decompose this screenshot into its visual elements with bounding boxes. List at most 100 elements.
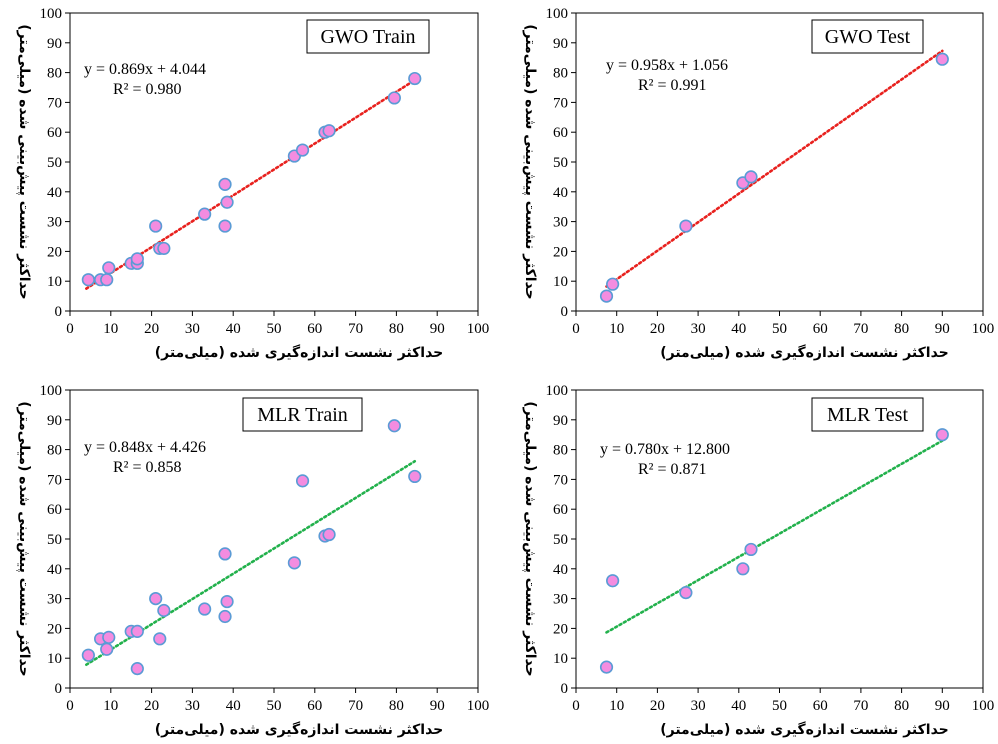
y-tick-label: 60 [47, 502, 62, 518]
x-tick-label: 70 [348, 321, 363, 337]
x-tick-label: 40 [731, 698, 746, 714]
data-point [935, 52, 949, 66]
y-tick-label: 0 [561, 304, 569, 320]
x-tick-label: 10 [609, 698, 624, 714]
trend-equation: y = 0.869x + 4.044 [84, 61, 206, 78]
chart-panel-4: 0 10 20 30 40 50 60 70 80 90 100 0 10 20 30 40 50 60 70 80 9… [522, 383, 994, 738]
data-point [744, 170, 758, 184]
y-tick-label: 40 [553, 562, 568, 578]
x-tick-label: 80 [894, 321, 909, 337]
data-point [81, 273, 95, 287]
x-tick-label: 30 [691, 698, 706, 714]
chart-panel-2: 0 10 20 30 40 50 60 70 80 90 100 0 10 20 30 40 50 60 70 80 9… [522, 6, 994, 361]
data-point [149, 591, 163, 606]
y-tick-label: 50 [47, 155, 62, 171]
y-tick-label: 30 [47, 215, 62, 231]
y-tick-label: 80 [553, 443, 568, 459]
x-axis-label: حداکثر نشست اندازه‌گیری شده (میلی‌متر) [155, 344, 444, 361]
x-tick-label: 100 [972, 698, 995, 714]
title-box [242, 397, 363, 432]
y-tick-label: 30 [553, 215, 568, 231]
x-tick-label: 20 [650, 321, 665, 337]
data-point [157, 603, 171, 618]
y-tick-label: 50 [553, 155, 568, 171]
x-tick-label: 90 [430, 321, 445, 337]
x-tick-label: 100 [972, 321, 995, 337]
x-tick-label: 10 [609, 321, 624, 337]
data-point [198, 207, 212, 221]
x-tick-label: 80 [894, 698, 909, 714]
plot-frame [575, 389, 984, 689]
r-squared: R² = 0.871 [638, 461, 707, 478]
x-tick-label: 70 [348, 698, 363, 714]
x-tick-label: 10 [103, 698, 118, 714]
data-point [295, 474, 310, 488]
x-tick-label: 60 [813, 321, 828, 337]
y-tick-label: 20 [47, 621, 62, 637]
data-point [100, 642, 114, 656]
x-tick-label: 10 [103, 321, 118, 337]
y-tick-label: 10 [553, 274, 568, 290]
y-tick-label: 60 [553, 125, 568, 141]
data-point [606, 574, 620, 588]
x-axis-label: حداکثر نشست اندازه‌گیری شده (میلی‌متر) [155, 721, 444, 738]
trend-line [605, 49, 944, 288]
data-point [130, 252, 144, 266]
y-tick-label: 20 [553, 621, 568, 637]
x-tick-label: 90 [935, 698, 950, 714]
data-point [198, 602, 212, 616]
y-tick-label: 0 [55, 304, 63, 320]
x-tick-label: 60 [307, 321, 322, 337]
data-point [102, 630, 116, 644]
x-tick-label: 0 [572, 698, 580, 714]
data-point [679, 219, 693, 233]
data-point [153, 632, 167, 646]
x-axis-label: حداکثر نشست اندازه‌گیری شده (میلی‌متر) [660, 344, 949, 361]
r-squared: R² = 0.858 [113, 459, 182, 476]
chart-title: MLR Train [257, 404, 348, 426]
data-point [736, 562, 750, 576]
r-squared: R² = 0.991 [638, 77, 707, 94]
data-point [81, 648, 95, 662]
x-tick-label: 60 [307, 698, 322, 714]
y-axis-label: حداکثر نشست پیش‌بینی شده (میلی‌متر) [16, 401, 32, 677]
data-point [130, 624, 144, 638]
trend-equation: y = 0.848x + 4.426 [84, 439, 206, 456]
data-point [287, 556, 302, 570]
y-tick-label: 100 [40, 383, 63, 399]
x-tick-label: 0 [572, 321, 580, 337]
x-tick-label: 30 [691, 321, 706, 337]
x-tick-label: 60 [813, 698, 828, 714]
y-tick-label: 20 [553, 244, 568, 260]
x-tick-label: 30 [185, 321, 200, 337]
x-tick-label: 70 [853, 698, 868, 714]
y-axis-label: حداکثر نشست پیش‌بینی شده (میلی‌متر) [16, 24, 32, 300]
y-tick-label: 100 [40, 6, 63, 22]
y-tick-label: 60 [47, 125, 62, 141]
trend-line [605, 439, 944, 634]
y-tick-label: 10 [47, 274, 62, 290]
y-axis-label: حداکثر نشست پیش‌بینی شده (میلی‌متر) [522, 401, 538, 677]
chart-panel-3: 0 10 20 30 40 50 60 70 80 90 100 0 10 20 30 40 50 60 70 80 9… [16, 383, 489, 738]
y-tick-label: 80 [47, 443, 62, 459]
y-tick-label: 50 [553, 532, 568, 548]
x-tick-label: 30 [185, 698, 200, 714]
chart-title: MLR Test [827, 404, 908, 426]
y-tick-label: 80 [553, 66, 568, 82]
plot-frame [69, 389, 479, 689]
data-point [218, 177, 232, 191]
data-point [218, 547, 232, 561]
y-tick-label: 100 [546, 383, 569, 399]
x-tick-label: 40 [226, 698, 241, 714]
y-tick-label: 50 [47, 532, 62, 548]
title-box [811, 397, 924, 432]
y-tick-label: 40 [47, 562, 62, 578]
y-tick-label: 20 [47, 244, 62, 260]
y-tick-label: 40 [553, 185, 568, 201]
x-tick-label: 50 [267, 321, 282, 337]
y-tick-label: 100 [546, 6, 569, 22]
x-tick-label: 20 [144, 321, 159, 337]
data-point [599, 289, 614, 303]
x-axis-label: حداکثر نشست اندازه‌گیری شده (میلی‌متر) [660, 721, 949, 738]
